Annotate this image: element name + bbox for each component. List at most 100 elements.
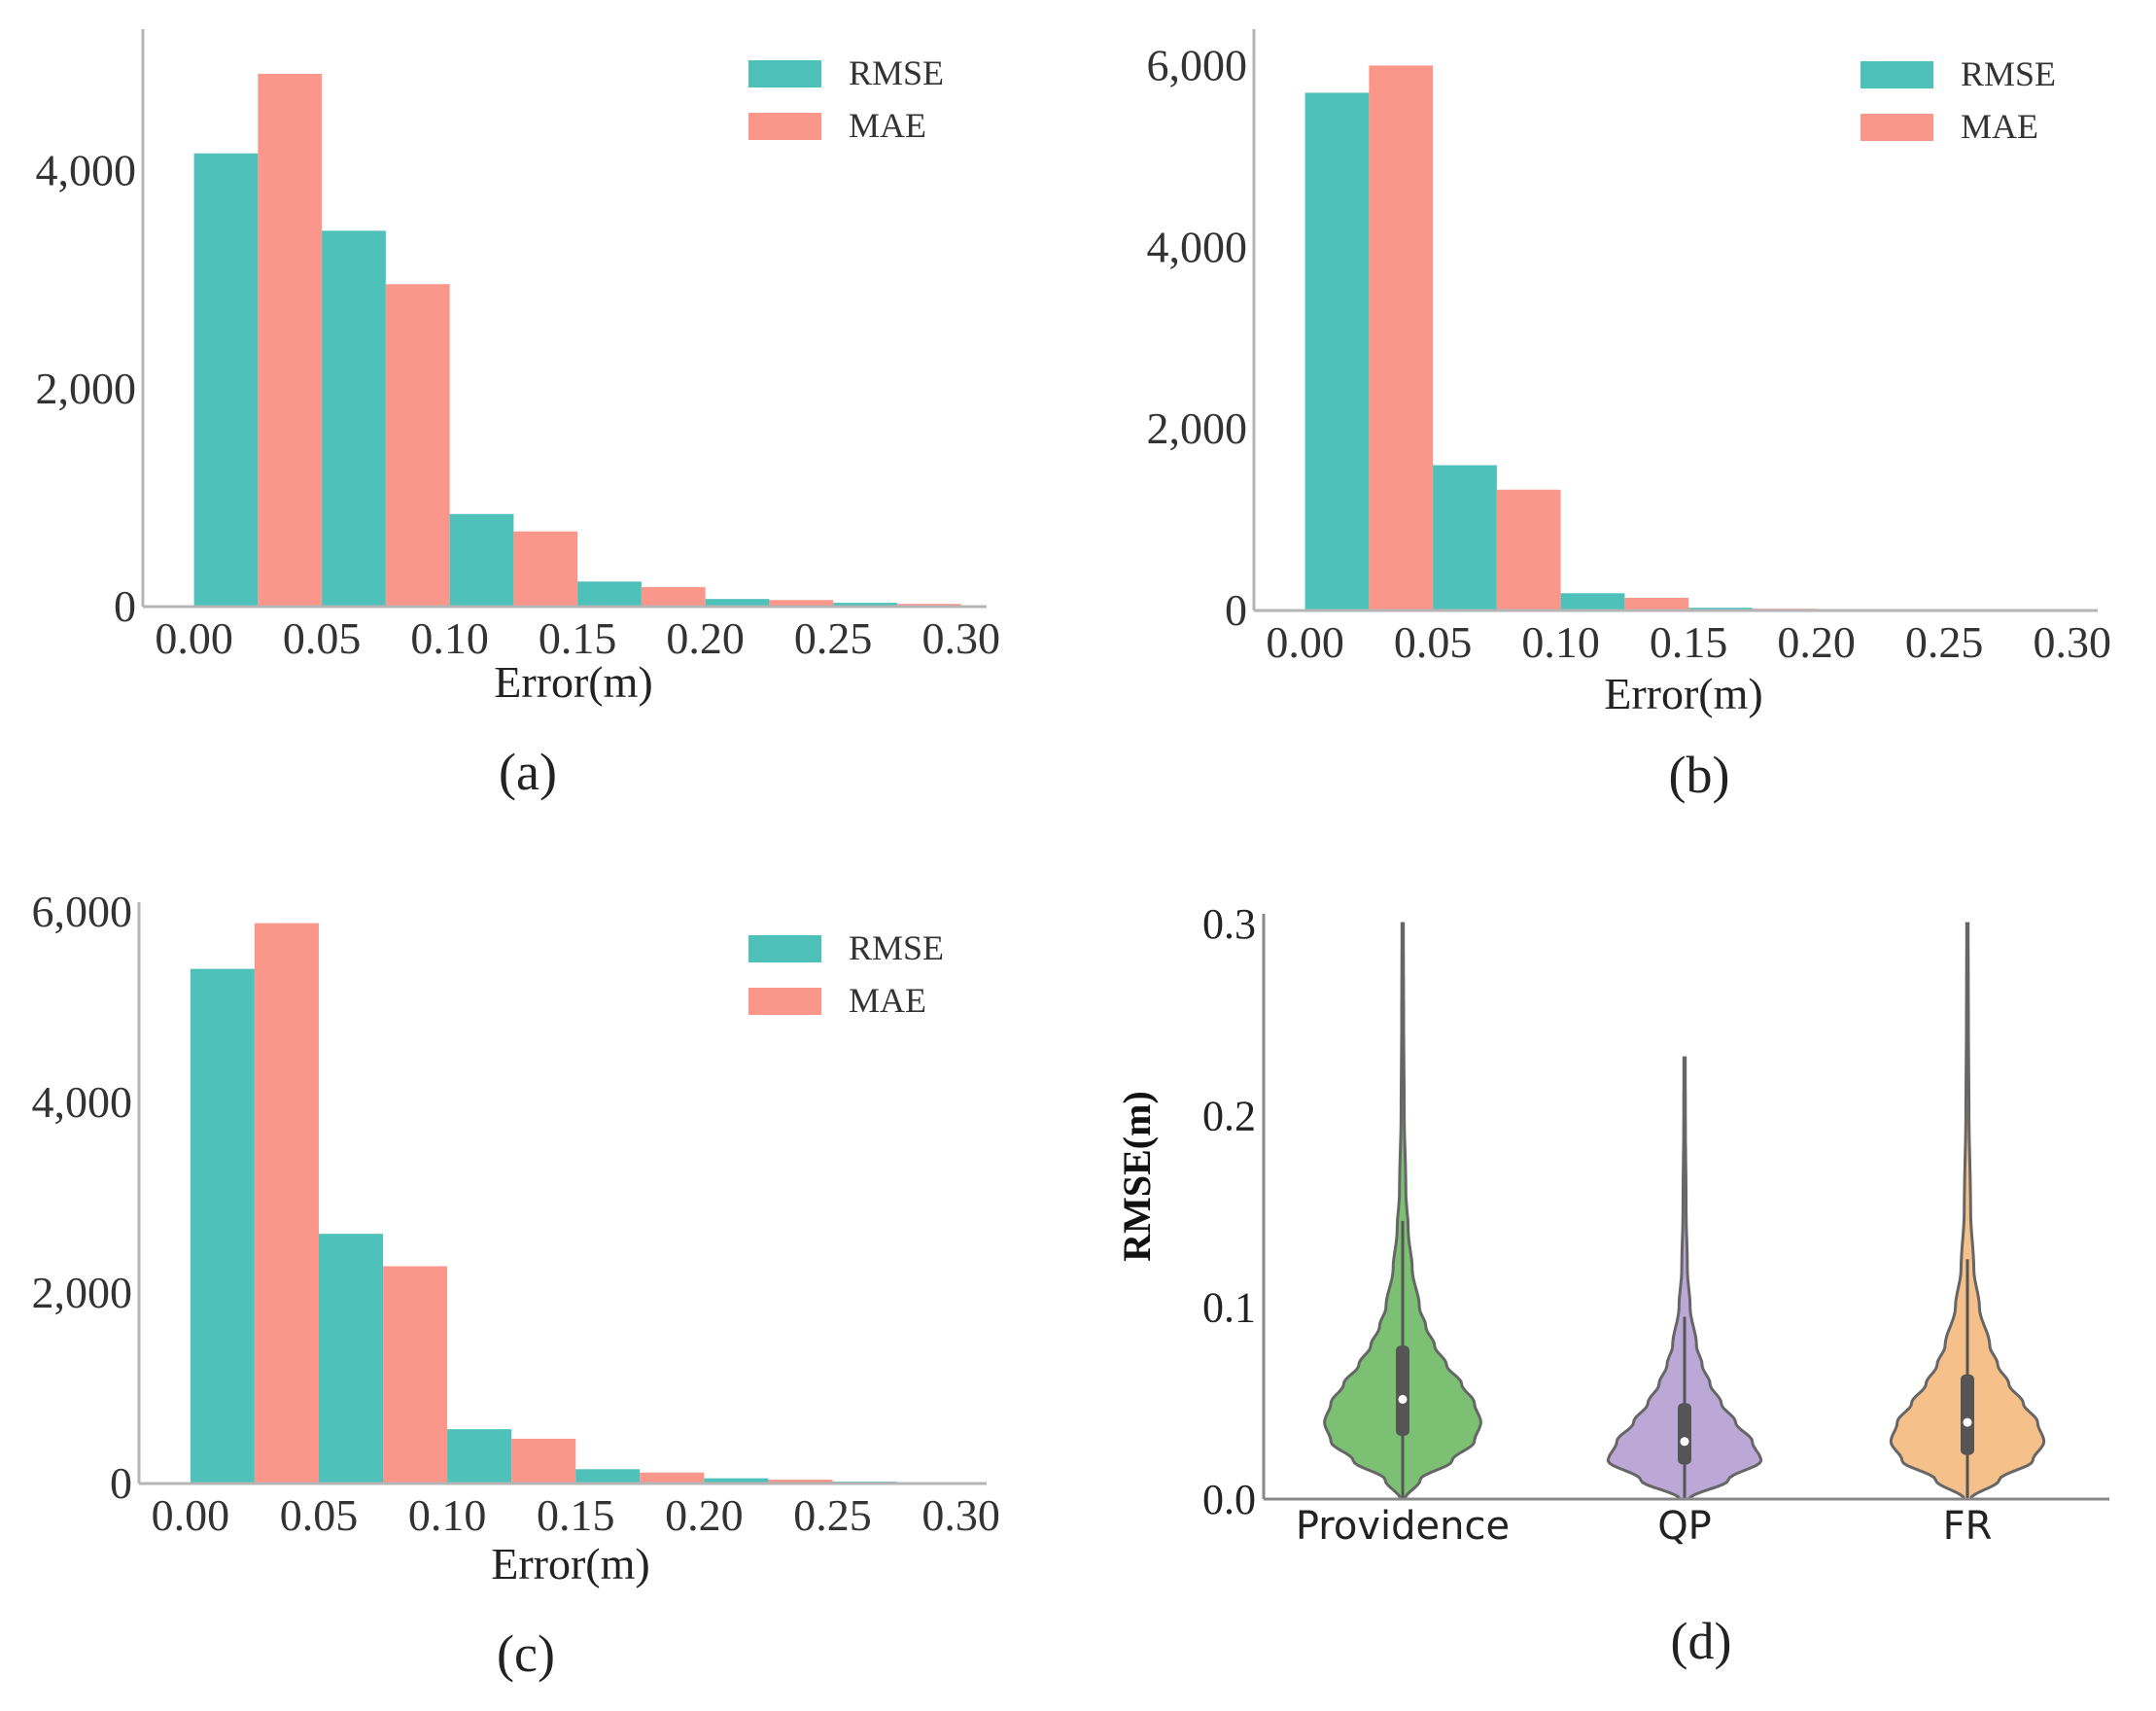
- category-label: FR: [1943, 1504, 1993, 1549]
- x-tick-label: 0.15: [537, 1490, 615, 1540]
- legend-swatch-mae-b: [1860, 114, 1933, 141]
- x-tick-label: 0.30: [2033, 617, 2111, 667]
- x-tick-label: 0.20: [1777, 617, 1856, 667]
- histogram-panel-b: 0 2,000 4,000 6,000 0.00 0.05 0.10 0.15 0.20 0.2…: [1147, 29, 2111, 804]
- bar-rmse-bin-0.2: [704, 1478, 769, 1484]
- violin-median-fr: [1963, 1417, 1972, 1427]
- bar-rmse-bin-0.05: [322, 230, 386, 607]
- bar-mae-bin-0.2: [769, 600, 834, 607]
- bars-b: [1304, 65, 1817, 611]
- bar-rmse-bin-0.1: [447, 1429, 512, 1484]
- bar-rmse-bin-0: [190, 968, 255, 1484]
- x-tick-label: 0.00: [1266, 617, 1344, 667]
- violins-d: [1323, 922, 2046, 1501]
- violin-body-fr: [1889, 922, 2046, 1501]
- legend-label-mae-a: MAE: [849, 106, 926, 145]
- legend-swatch-rmse-b: [1860, 61, 1933, 88]
- violin-median-qp: [1680, 1437, 1689, 1447]
- violin-median-providence: [1398, 1394, 1408, 1404]
- legend-b: RMSE MAE: [1860, 54, 2056, 146]
- bar-mae-bin-0: [1369, 65, 1434, 611]
- x-tick-label: 0.05: [283, 613, 362, 663]
- bar-mae-bin-0.15: [641, 586, 706, 607]
- panel-label-d: (d): [1671, 1612, 1732, 1670]
- x-axis-title-a: Error(m): [494, 657, 652, 707]
- x-tick-label: 0.25: [1905, 617, 1984, 667]
- bar-mae-bin-0.05: [1496, 489, 1561, 611]
- bar-rmse-bin-0: [193, 153, 259, 607]
- violin-body-providence: [1323, 922, 1482, 1501]
- x-tick-label: 0.25: [794, 613, 873, 663]
- bar-rmse-bin-0.1: [449, 513, 514, 607]
- histogram-panel-c: 0 2,000 4,000 6,000 0.00 0.05 0.10 0.15 0.20 0.2…: [32, 887, 1000, 1683]
- bar-mae-bin-0.2: [768, 1480, 833, 1484]
- y-tick-label: 0.3: [1202, 900, 1256, 948]
- y-tick-label: 2,000: [36, 364, 137, 413]
- x-axis-title-c: Error(m): [491, 1539, 649, 1589]
- y-tick-label: 0: [110, 1458, 132, 1508]
- bar-mae-bin-0.1: [511, 1438, 576, 1484]
- bar-mae-bin-0.1: [513, 531, 578, 607]
- violin-iqr-providence: [1396, 1345, 1409, 1436]
- legend-swatch-rmse-c: [748, 935, 821, 962]
- bar-mae-bin-0.05: [383, 1266, 448, 1484]
- bars-c: [190, 923, 961, 1484]
- legend-label-mae-b: MAE: [1961, 107, 2038, 146]
- y-tick-label: 0.2: [1202, 1092, 1256, 1139]
- bar-rmse-bin-0.25: [833, 603, 897, 607]
- x-tick-label: 0.25: [793, 1490, 872, 1540]
- x-tick-label: 0.10: [1521, 617, 1600, 667]
- violin-body-qp: [1606, 1056, 1763, 1501]
- x-tick-label: 0.15: [1650, 617, 1728, 667]
- x-tick-label: 0.10: [408, 1490, 487, 1540]
- x-tick-label: 0.30: [922, 613, 1000, 663]
- legend-a: RMSE MAE: [748, 53, 944, 145]
- x-tick-label: 0.00: [152, 1490, 230, 1540]
- bar-mae-bin-0.1: [1624, 597, 1689, 611]
- bar-mae-bin-0.05: [385, 284, 450, 607]
- violin-providence: [1323, 922, 1482, 1501]
- x-tick-labels-a: 0.00 0.05 0.10 0.15 0.20 0.25 0.30: [155, 613, 1000, 663]
- violin-iqr-qp: [1678, 1403, 1691, 1465]
- histogram-panel-a: 0 2,000 4,000 0.00 0.05 0.10 0.15 0.20 0.25 0.30…: [36, 29, 1000, 801]
- violin-panel-d: 0.0 0.1 0.2 0.3 Providence QP FR RMSE(m) (d): [1115, 900, 2109, 1670]
- legend-label-rmse-c: RMSE: [849, 928, 944, 967]
- y-tick-labels-c: 0 2,000 4,000 6,000: [32, 887, 133, 1508]
- x-tick-label: 0.10: [410, 613, 489, 663]
- x-tick-label: 0.20: [666, 613, 745, 663]
- x-tick-label: 0.20: [665, 1490, 744, 1540]
- legend-c: RMSE MAE: [748, 928, 944, 1020]
- y-tick-labels-d: 0.0 0.1 0.2 0.3: [1202, 900, 1256, 1523]
- legend-swatch-mae-c: [748, 988, 821, 1015]
- legend-swatch-rmse-a: [748, 60, 821, 87]
- panel-label-c: (c): [497, 1624, 555, 1683]
- y-tick-label: 4,000: [1147, 222, 1248, 271]
- bar-rmse-bin-0.05: [1433, 465, 1497, 611]
- bar-mae-bin-0.15: [640, 1472, 705, 1484]
- x-tick-label: 0.05: [1394, 617, 1473, 667]
- x-tick-label: 0.30: [922, 1490, 1000, 1540]
- y-tick-label: 0: [114, 581, 136, 631]
- panel-label-b: (b): [1669, 746, 1730, 804]
- legend-swatch-mae-a: [748, 113, 821, 140]
- legend-label-mae-c: MAE: [849, 981, 926, 1020]
- category-label: QP: [1657, 1504, 1712, 1549]
- bar-mae-bin-0: [258, 73, 323, 608]
- bars-a: [193, 73, 961, 608]
- legend-label-rmse-b: RMSE: [1961, 54, 2056, 93]
- bar-rmse-bin-0.2: [705, 599, 770, 607]
- category-labels-d: Providence QP FR: [1296, 1504, 1993, 1549]
- violin-fr: [1889, 922, 2046, 1501]
- bar-rmse-bin-0: [1304, 92, 1370, 611]
- y-tick-label: 4,000: [32, 1077, 133, 1127]
- y-tick-label: 0.0: [1202, 1476, 1256, 1523]
- bar-rmse-bin-0.15: [575, 1469, 641, 1484]
- bar-rmse-bin-0.05: [318, 1234, 384, 1484]
- category-label: Providence: [1296, 1504, 1510, 1549]
- bar-rmse-bin-0.1: [1560, 593, 1625, 611]
- y-tick-labels-a: 0 2,000 4,000: [36, 146, 137, 631]
- y-tick-label: 0: [1225, 585, 1247, 635]
- violin-qp: [1606, 1056, 1763, 1501]
- legend-label-rmse-a: RMSE: [849, 53, 944, 92]
